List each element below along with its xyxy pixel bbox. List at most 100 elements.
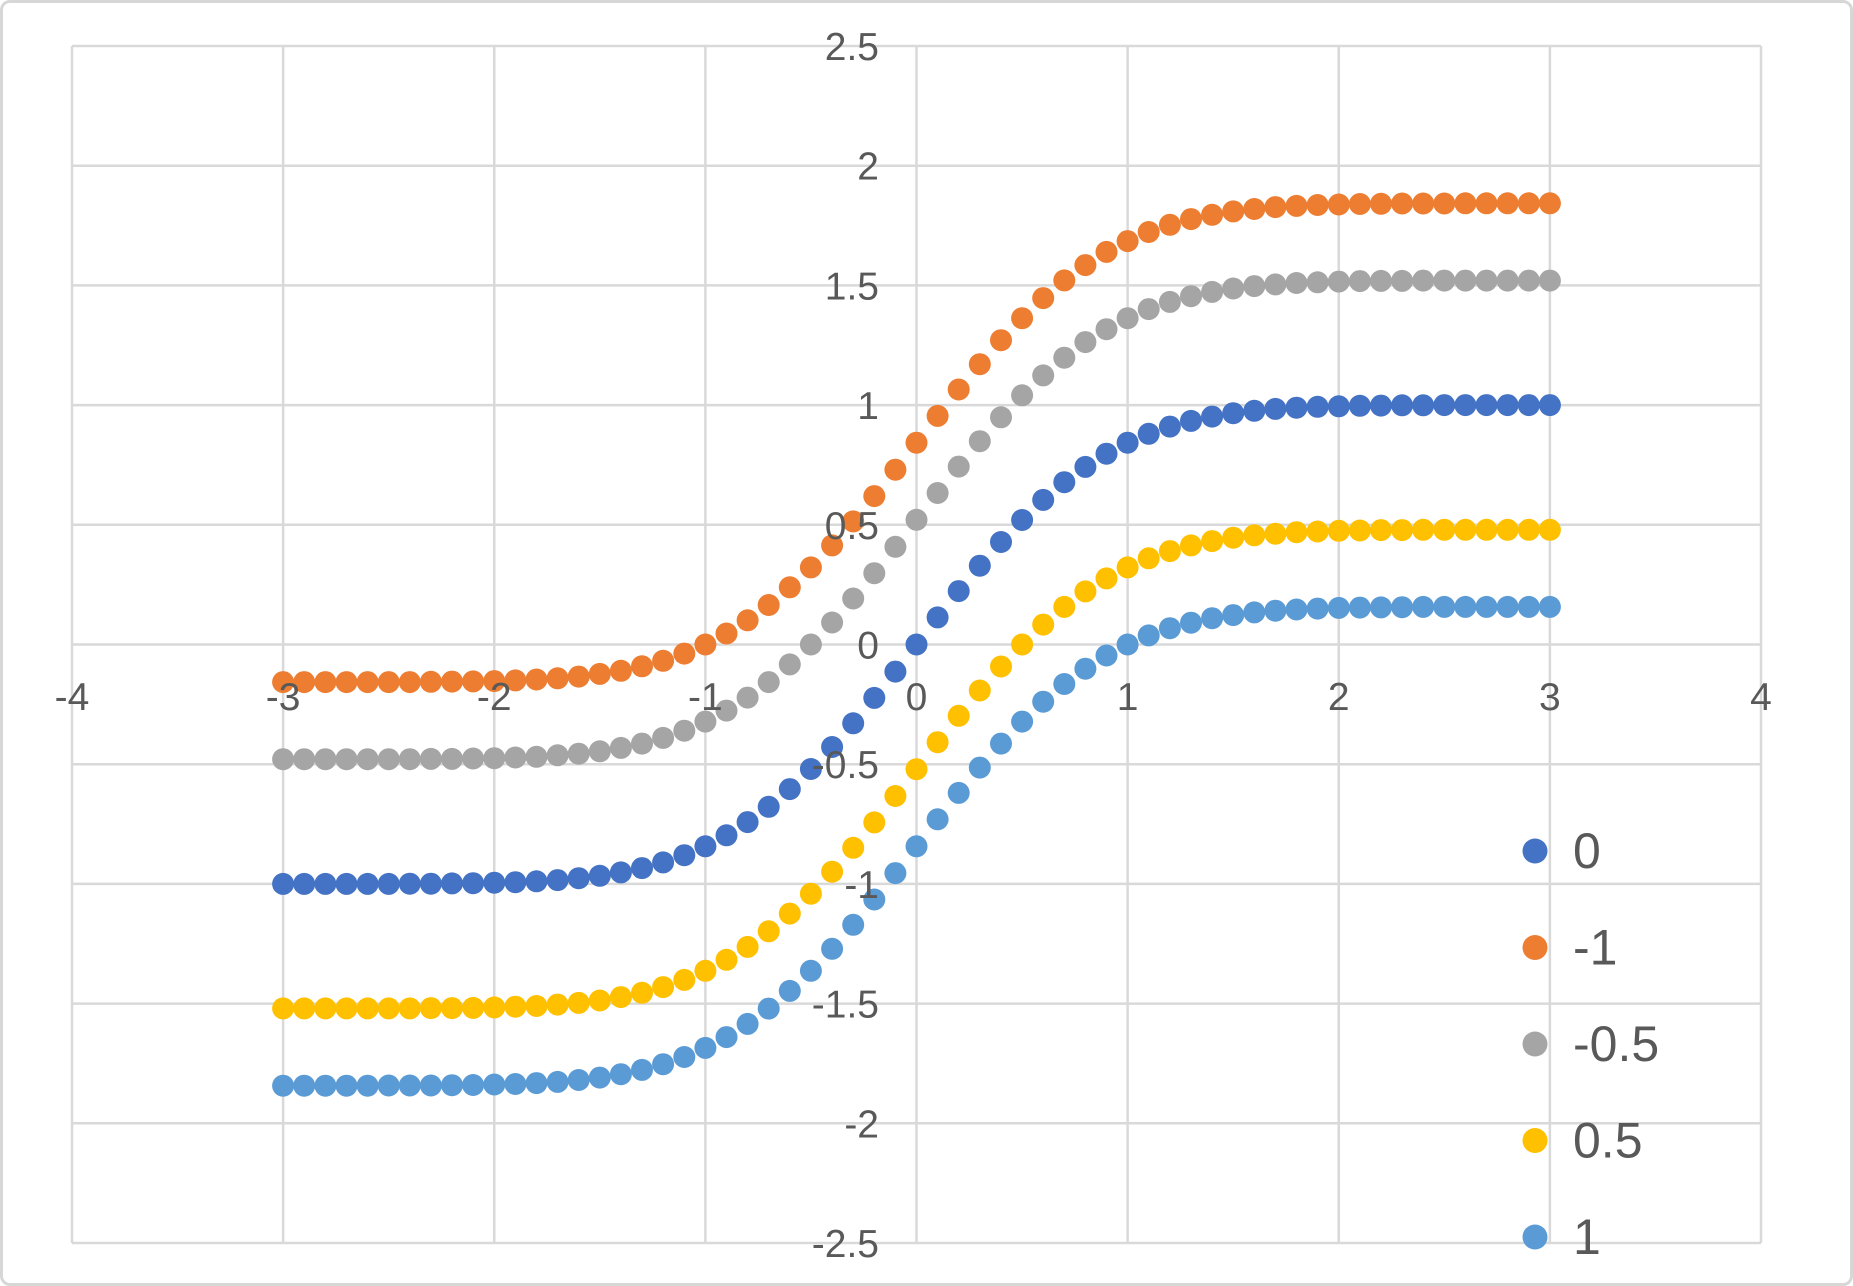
data-point[interactable] <box>462 747 485 770</box>
data-point[interactable] <box>1517 394 1540 417</box>
data-point[interactable] <box>799 556 822 579</box>
data-point[interactable] <box>799 633 822 656</box>
data-point[interactable] <box>419 872 442 895</box>
data-point[interactable] <box>673 844 696 867</box>
data-point[interactable] <box>1137 298 1160 321</box>
data-point[interactable] <box>1222 604 1245 627</box>
data-point[interactable] <box>884 660 907 683</box>
data-point[interactable] <box>1264 599 1287 622</box>
data-point[interactable] <box>1180 285 1202 308</box>
data-point[interactable] <box>462 996 485 1019</box>
data-point[interactable] <box>926 482 949 504</box>
legend-item--0.5[interactable]: -0.5 <box>1522 1016 1660 1072</box>
data-point[interactable] <box>905 508 928 531</box>
data-point[interactable] <box>905 633 928 656</box>
data-point[interactable] <box>1201 607 1224 630</box>
data-point[interactable] <box>1222 402 1245 425</box>
data-point[interactable] <box>1538 394 1561 417</box>
data-point[interactable] <box>1116 431 1139 454</box>
data-point[interactable] <box>609 986 632 1009</box>
data-point[interactable] <box>419 1074 442 1097</box>
data-point[interactable] <box>1222 526 1245 549</box>
data-point[interactable] <box>1391 519 1414 542</box>
data-point[interactable] <box>356 872 379 895</box>
data-point[interactable] <box>1011 509 1034 531</box>
data-point[interactable] <box>419 997 442 1020</box>
legend-item--1[interactable]: -1 <box>1522 920 1618 976</box>
data-point[interactable] <box>1391 269 1414 292</box>
data-point[interactable] <box>1201 405 1224 428</box>
data-point[interactable] <box>483 1073 506 1096</box>
data-point[interactable] <box>546 869 569 892</box>
data-point[interactable] <box>652 649 675 672</box>
data-point[interactable] <box>1243 601 1266 624</box>
data-point[interactable] <box>1412 518 1435 541</box>
data-point[interactable] <box>525 668 548 691</box>
data-point[interactable] <box>483 747 506 770</box>
data-point[interactable] <box>842 587 865 610</box>
data-point[interactable] <box>462 670 485 693</box>
data-point[interactable] <box>1306 395 1329 418</box>
data-point[interactable] <box>1053 673 1076 695</box>
data-point[interactable] <box>799 758 822 780</box>
data-point[interactable] <box>1116 633 1139 656</box>
data-point[interactable] <box>546 744 569 767</box>
data-point[interactable] <box>588 864 611 887</box>
data-point[interactable] <box>335 671 358 694</box>
data-point[interactable] <box>715 622 738 645</box>
data-point[interactable] <box>335 872 358 895</box>
data-point[interactable] <box>1370 596 1392 619</box>
data-point[interactable] <box>1412 269 1435 292</box>
data-point[interactable] <box>1538 595 1561 618</box>
data-point[interactable] <box>1158 213 1181 236</box>
data-point[interactable] <box>314 872 337 895</box>
data-point[interactable] <box>1327 395 1350 418</box>
data-point[interactable] <box>546 993 569 1016</box>
data-point[interactable] <box>1011 710 1034 733</box>
data-point[interactable] <box>1222 200 1245 223</box>
data-point[interactable] <box>1475 269 1498 292</box>
data-point[interactable] <box>736 686 759 709</box>
data-point[interactable] <box>441 872 463 895</box>
data-point[interactable] <box>1095 240 1118 263</box>
data-point[interactable] <box>715 824 738 847</box>
data-point[interactable] <box>1201 530 1224 553</box>
data-point[interactable] <box>968 353 991 376</box>
data-point[interactable] <box>926 808 949 831</box>
data-point[interactable] <box>1496 595 1519 618</box>
data-point[interactable] <box>1116 556 1139 579</box>
data-point[interactable] <box>1137 547 1160 570</box>
data-point[interactable] <box>1158 290 1181 313</box>
data-point[interactable] <box>1011 307 1034 330</box>
data-point[interactable] <box>778 902 801 925</box>
data-point[interactable] <box>293 1074 316 1097</box>
data-point[interactable] <box>1264 397 1287 420</box>
data-point[interactable] <box>736 811 759 834</box>
data-point[interactable] <box>1412 394 1435 417</box>
data-point[interactable] <box>1137 221 1160 243</box>
data-point[interactable] <box>1370 394 1392 417</box>
data-point[interactable] <box>926 404 949 427</box>
data-point[interactable] <box>504 871 527 894</box>
data-point[interactable] <box>990 655 1012 678</box>
data-point[interactable] <box>1454 394 1477 417</box>
data-point[interactable] <box>1285 194 1308 217</box>
data-point[interactable] <box>1327 270 1350 293</box>
data-point[interactable] <box>1222 277 1245 300</box>
data-point[interactable] <box>1180 534 1202 557</box>
data-point[interactable] <box>504 995 527 1018</box>
data-point[interactable] <box>588 740 611 763</box>
data-point[interactable] <box>1454 269 1477 292</box>
data-point[interactable] <box>1433 192 1456 215</box>
data-point[interactable] <box>419 747 442 770</box>
data-point[interactable] <box>1517 269 1540 292</box>
data-point[interactable] <box>652 976 675 999</box>
data-point[interactable] <box>1306 194 1329 216</box>
data-point[interactable] <box>778 576 801 599</box>
data-point[interactable] <box>863 686 886 709</box>
data-point[interactable] <box>377 671 400 694</box>
data-point[interactable] <box>1032 364 1055 387</box>
data-point[interactable] <box>631 655 653 678</box>
data-point[interactable] <box>567 665 590 688</box>
data-point[interactable] <box>441 1074 463 1097</box>
